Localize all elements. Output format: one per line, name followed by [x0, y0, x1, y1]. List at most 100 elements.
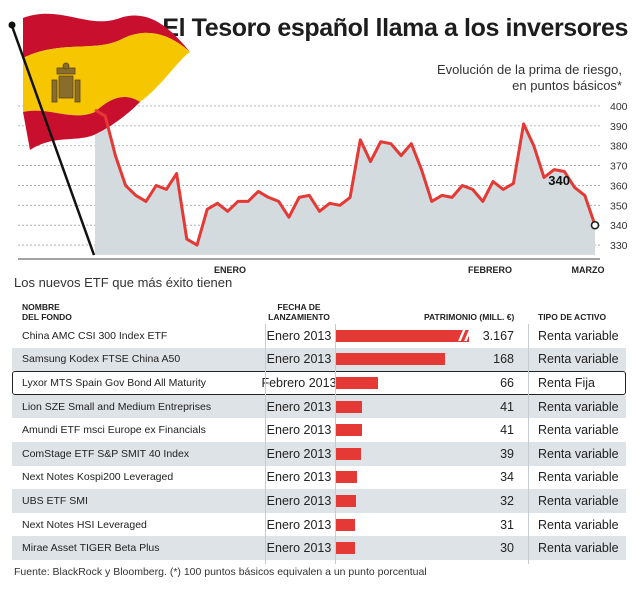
- chart-subtitle-line-2: en puntos básicos*: [512, 78, 622, 93]
- patrimonio-bar: [335, 542, 355, 555]
- chart-subtitle: Evolución de la prima de riesgo, en punt…: [437, 62, 622, 94]
- table-row: Lyxor MTS Spain Gov Bond All Maturity Feb…: [12, 371, 626, 395]
- y-tick-label: 400: [610, 101, 628, 113]
- y-tick-label: 360: [610, 180, 628, 192]
- patrimonio-value: 39: [500, 446, 514, 461]
- patrimonio-bar: [335, 329, 469, 342]
- patrimonio-value: 34: [500, 470, 514, 485]
- x-tick-label: ENERO: [214, 265, 246, 275]
- asset-type: Renta variable: [538, 352, 619, 367]
- patrimonio-bar: [335, 471, 357, 484]
- y-axis-ticks: 330 340 350 360 370 380 390 400: [610, 101, 628, 252]
- launch-date: Enero 2013: [266, 328, 332, 343]
- asset-type: Renta variable: [538, 399, 619, 414]
- patrimonio-bar-cell: [335, 442, 361, 466]
- etf-section-title: Los nuevos ETF que más éxito tienen: [14, 275, 233, 290]
- x-axis-ticks: ENERO FEBRERO MARZO: [214, 265, 605, 275]
- y-tick-label: 350: [610, 200, 628, 212]
- table-row: Next Notes Kospi200 Leveraged Enero 2013 3…: [12, 466, 626, 490]
- x-tick-label: FEBRERO: [468, 265, 512, 275]
- patrimonio-bar-cell: [335, 371, 378, 395]
- spain-flag: [8, 13, 190, 256]
- table-row: China AMC CSI 300 Index ETF Enero 2013 3.1…: [12, 324, 626, 348]
- patrimonio-value: 31: [500, 517, 514, 532]
- patrimonio-bar-cell: [335, 513, 355, 537]
- chart-subtitle-line-1: Evolución de la prima de riesgo,: [437, 62, 622, 77]
- patrimonio-bar: [335, 447, 361, 460]
- asset-type: Renta variable: [538, 446, 619, 461]
- col-header-date-line-2: LANZAMIENTO: [268, 312, 330, 322]
- col-header-name-line-2: DEL FONDO: [22, 312, 72, 322]
- table-row: ComStage ETF S&P SMIT 40 Index Enero 2013…: [12, 441, 626, 466]
- patrimonio-value: 3.167: [482, 328, 514, 343]
- patrimonio-value: 168: [493, 352, 514, 367]
- fund-name: China AMC CSI 300 Index ETF: [22, 329, 168, 342]
- patrimonio-bar-cell: [335, 348, 445, 372]
- patrimonio-value: 30: [500, 541, 514, 556]
- bar-break-icon: [458, 329, 472, 341]
- asset-type: Renta variable: [538, 493, 619, 508]
- patrimonio-bar-cell: [335, 324, 469, 348]
- launch-date: Enero 2013: [266, 352, 332, 367]
- patrimonio-bar: [335, 376, 378, 389]
- flagpole: [10, 25, 96, 256]
- col-header-date-line-1: FECHA DE: [277, 302, 321, 312]
- asset-type: Renta Fija: [538, 375, 595, 390]
- asset-type: Renta variable: [538, 517, 619, 532]
- table-row: Lion SZE Small and Medium Entreprises Ene…: [12, 394, 626, 419]
- launch-date: Enero 2013: [266, 517, 332, 532]
- table-row: Amundi ETF msci Europe ex Financials Ener…: [12, 418, 626, 442]
- column-divider: [265, 324, 266, 564]
- patrimonio-bar: [335, 424, 362, 437]
- risk-premium-line: [94, 108, 597, 247]
- launch-date: Enero 2013: [266, 541, 332, 556]
- asset-type: Renta variable: [538, 423, 619, 438]
- flagpole-finial: [8, 21, 16, 29]
- etf-table: China AMC CSI 300 Index ETF Enero 2013 3.1…: [12, 324, 626, 560]
- patrimonio-bar: [335, 518, 355, 531]
- col-header-name-line-1: NOMBRE: [22, 302, 60, 312]
- col-header-tipo: TIPO DE ACTIVO: [538, 312, 607, 322]
- patrimonio-value: 66: [500, 375, 514, 390]
- y-tick-label: 390: [610, 121, 628, 133]
- launch-date: Enero 2013: [266, 470, 332, 485]
- fund-name: Samsung Kodex FTSE China A50: [22, 353, 181, 366]
- fund-name: ComStage ETF S&P SMIT 40 Index: [22, 447, 190, 460]
- launch-date: Enero 2013: [266, 493, 332, 508]
- patrimonio-bar: [335, 494, 356, 507]
- y-tick-label: 380: [610, 141, 628, 153]
- source-footnote: Fuente: BlackRock y Bloomberg. (*) 100 p…: [14, 566, 427, 578]
- fund-name: Lion SZE Small and Medium Entreprises: [22, 400, 212, 413]
- asset-type: Renta variable: [538, 470, 619, 485]
- fund-name: UBS ETF SMI: [22, 494, 88, 507]
- patrimonio-value: 41: [500, 423, 514, 438]
- flag-red-band: [23, 13, 190, 59]
- patrimonio-bar-cell: [335, 395, 362, 419]
- x-tick-label: MARZO: [572, 265, 605, 275]
- y-tick-label: 370: [610, 161, 628, 173]
- table-row: Samsung Kodex FTSE China A50 Enero 2013 16…: [12, 347, 626, 372]
- coat-of-arms-icon: [51, 62, 81, 103]
- fund-name: Next Notes Kospi200 Leveraged: [22, 471, 174, 484]
- launch-date: Enero 2013: [266, 423, 332, 438]
- column-divider: [528, 324, 529, 564]
- patrimonio-bar-cell: [335, 536, 355, 560]
- patrimonio-value: 41: [500, 399, 514, 414]
- col-header-name: NOMBRE DEL FONDO: [22, 302, 72, 322]
- table-row: UBS ETF SMI Enero 2013 32 Renta variable: [12, 489, 626, 513]
- fund-name: Lyxor MTS Spain Gov Bond All Maturity: [22, 376, 207, 389]
- col-header-patrimonio: PATRIMONIO (MILL. €): [424, 312, 515, 322]
- launch-date: Enero 2013: [266, 446, 332, 461]
- page-title: El Tesoro español llama a los inversores: [162, 14, 628, 42]
- table-row: Next Notes HSI Leveraged Enero 2013 31 Rent…: [12, 513, 626, 537]
- asset-type: Renta variable: [538, 328, 619, 343]
- risk-premium-area: [95, 109, 595, 256]
- launch-date: Enero 2013: [266, 399, 332, 414]
- patrimonio-bar-cell: [335, 489, 356, 513]
- asset-type: Renta variable: [538, 541, 619, 556]
- risk-premium-chart: 330 340 350 360 370 380 390 400 ENERO FEBRERO MAR…: [8, 13, 628, 275]
- fund-name: Next Notes HSI Leveraged: [22, 518, 147, 531]
- patrimonio-value: 32: [500, 493, 514, 508]
- fund-name: Mirae Asset TIGER Beta Plus: [22, 542, 160, 555]
- fund-name: Amundi ETF msci Europe ex Financials: [22, 424, 206, 437]
